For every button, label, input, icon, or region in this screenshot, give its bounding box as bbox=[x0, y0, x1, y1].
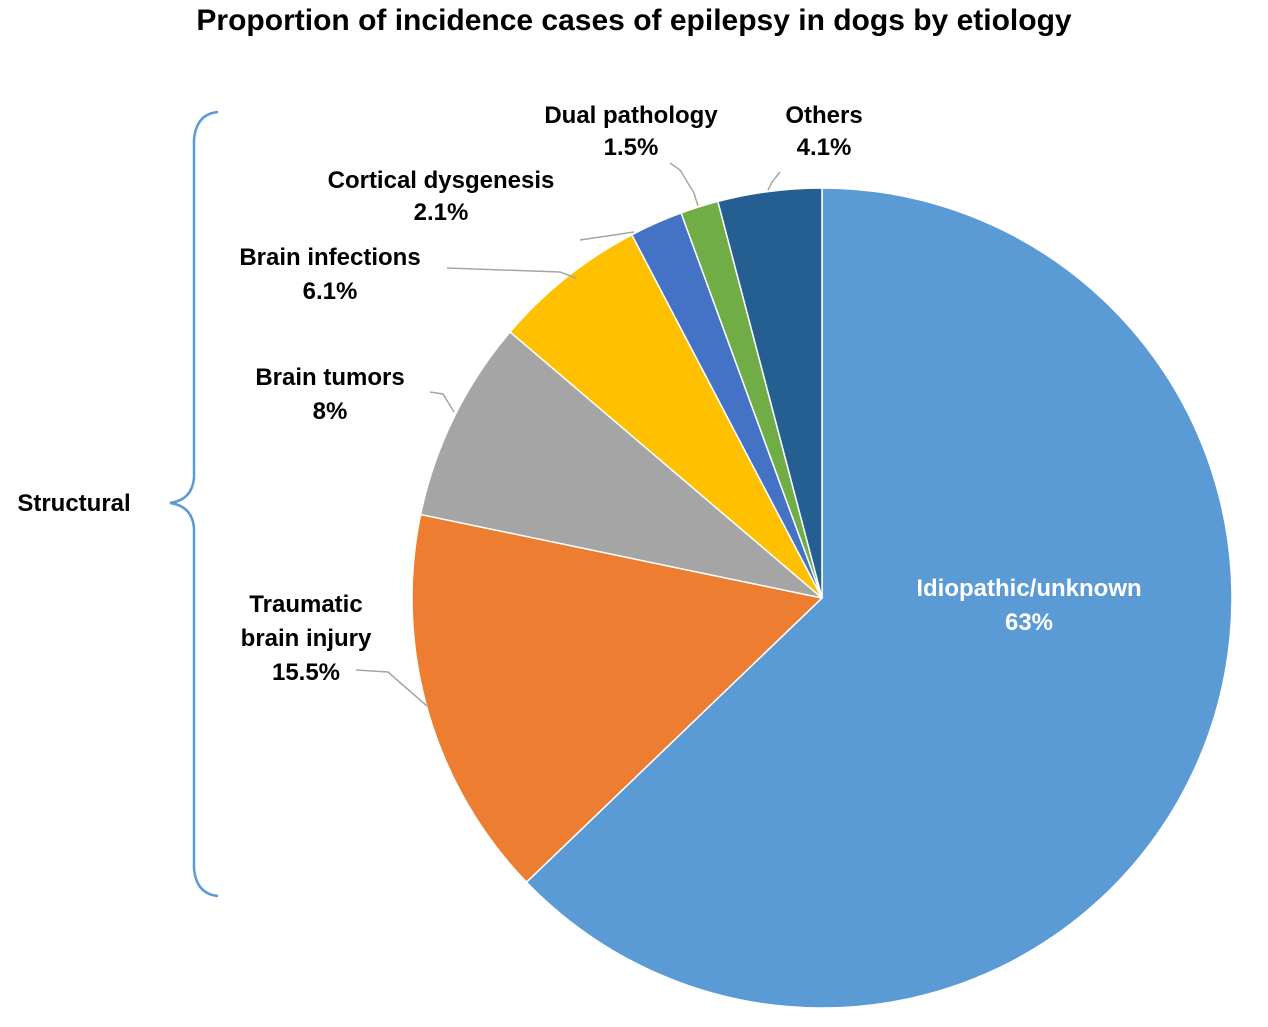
leader-line-dual-pathology bbox=[669, 162, 699, 207]
leader-line-others bbox=[767, 171, 781, 191]
leader-line-cortical-dysgenesis bbox=[579, 231, 635, 241]
slice-label-cortical-dysgenesis: Cortical dysgenesis 2.1% bbox=[328, 167, 555, 226]
slice-label-brain-infections: Brain infections 6.1% bbox=[239, 244, 420, 305]
leader-lines bbox=[355, 162, 781, 707]
structural-bracket: Structural bbox=[17, 110, 219, 898]
bracket-line bbox=[169, 110, 219, 898]
pie-slice-idiopathic-unknown bbox=[525, 187, 1233, 1009]
leader-line-brain-tumors bbox=[429, 391, 455, 413]
slice-label-others: Others 4.1% bbox=[785, 102, 862, 161]
slice-label-brain-tumors: Brain tumors 8% bbox=[255, 364, 404, 425]
pie-slice-brain-infections bbox=[509, 233, 823, 599]
pie-slice-others bbox=[716, 187, 823, 599]
slice-label-idiopathic-unknown: Idiopathic/unknown 63% bbox=[916, 575, 1141, 636]
slice-label-traumatic-brain-injury: Traumatic brain injury 15.5% bbox=[241, 591, 372, 686]
slice-labels: Idiopathic/unknown 63% Traumatic brain inju… bbox=[239, 102, 1141, 686]
chart-title: Proportion of incidence cases of epileps… bbox=[196, 4, 1072, 37]
leader-line-brain-infections bbox=[446, 267, 577, 279]
pie-slices bbox=[411, 187, 1233, 1009]
pie-slice-traumatic-brain-injury bbox=[411, 513, 824, 884]
leader-line-traumatic-brain-injury bbox=[355, 669, 428, 707]
bracket-label: Structural bbox=[17, 490, 130, 517]
slice-label-dual-pathology: Dual pathology 1.5% bbox=[544, 102, 718, 161]
pie-slice-brain-tumors bbox=[419, 330, 823, 599]
